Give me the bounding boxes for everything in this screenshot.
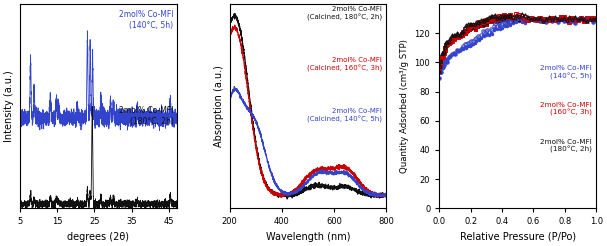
Text: 2mol% Co-MFI
(160°C, 3h): 2mol% Co-MFI (160°C, 3h) [540,102,592,117]
Text: 2mol% Co-MFI
(140°C, 5h): 2mol% Co-MFI (140°C, 5h) [119,10,174,30]
Y-axis label: Intensity (a.u.): Intensity (a.u.) [4,70,14,142]
Text: 2mol% Co-MFI
(180°C, 2h): 2mol% Co-MFI (180°C, 2h) [540,139,592,153]
Text: 2mol% Co-MFI
(140°C, 5h): 2mol% Co-MFI (140°C, 5h) [540,65,592,80]
Y-axis label: Quantity Adsorbed (cm³/g STP): Quantity Adsorbed (cm³/g STP) [400,39,409,173]
Text: 2mol% Co-MFI
(Calcined, 140°C, 5h): 2mol% Co-MFI (Calcined, 140°C, 5h) [307,108,382,123]
Text: 2mol% Co-MFI
(Calcined, 180°C, 2h): 2mol% Co-MFI (Calcined, 180°C, 2h) [307,6,382,21]
Y-axis label: Absorption (a.u.): Absorption (a.u.) [214,65,224,147]
X-axis label: degrees (2θ): degrees (2θ) [67,232,129,242]
X-axis label: Relative Pressure (P/Po): Relative Pressure (P/Po) [459,232,576,242]
X-axis label: Wavelength (nm): Wavelength (nm) [266,232,350,242]
Text: 2mol% Co-MFI
(Calcined, 160°C, 3h): 2mol% Co-MFI (Calcined, 160°C, 3h) [307,57,382,72]
Text: 2mol% Co-MFI
(180°C, 2h): 2mol% Co-MFI (180°C, 2h) [119,106,174,126]
